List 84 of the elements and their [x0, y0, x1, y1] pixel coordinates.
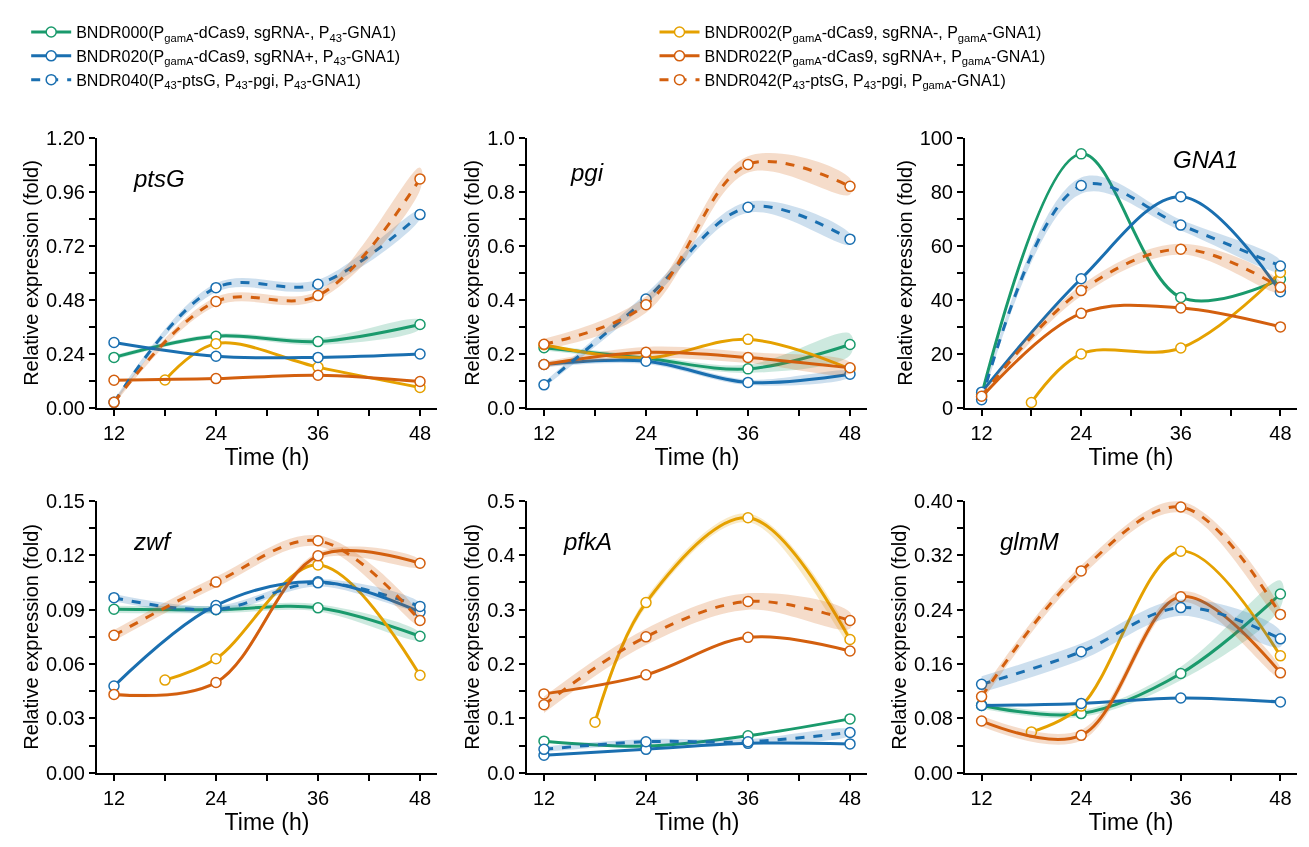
y-tick-label: 0.09: [46, 598, 85, 621]
y-tick-label: 0.2: [487, 343, 515, 366]
y-tick-label: 0.0: [487, 761, 515, 784]
y-tick-label: 0.72: [46, 234, 85, 257]
y-tick-label: 0.8: [487, 180, 515, 203]
y-tick-label: 0.16: [914, 652, 953, 675]
y-tick-label: 0.4: [487, 289, 515, 312]
x-tick-label: 12: [102, 422, 126, 445]
legend-label: BNDR042(P$_{43}$-ptsG, P$_{43}$-pgi, P$_{gamA}$-GNA1): [704, 71, 1006, 92]
y-tick-label: 0.00: [46, 761, 85, 784]
y-axis-title: Relative expression (fold): [461, 160, 484, 386]
y-tick-label: 0.32: [914, 544, 953, 567]
x-tick-label: 48: [1269, 786, 1292, 809]
y-axis-title: Relative expression (fold): [893, 160, 916, 386]
text: pgi: [570, 159, 604, 186]
x-tick-label: 48: [408, 786, 432, 809]
y-tick-label: 80: [930, 180, 953, 203]
x-tick-label: 12: [102, 786, 126, 809]
y-axis-title: Relative expression (fold): [888, 523, 911, 750]
x-tick-label: 12: [970, 786, 993, 809]
legend-label: BNDR020(P$_{gamA}$-dCas9, sgRNA+, P$_{43}$-GNA1): [76, 48, 401, 68]
legend-label: BNDR002(P$_{gamA}$-dCas9, sgRNA-, P$_{gamA}$-GNA1): [704, 24, 1042, 44]
y-tick-label: 0.24: [46, 343, 85, 366]
x-tick-label: 36: [736, 786, 760, 809]
y-tick-label: 0: [941, 397, 953, 420]
x-axis-title: Time (h): [654, 444, 740, 471]
y-tick-label: 0.2: [487, 652, 515, 675]
x-tick-label: 48: [408, 422, 432, 445]
y-tick-label: 0.24: [914, 598, 953, 621]
x-tick-label: 36: [1169, 422, 1192, 445]
y-tick-label: 0.06: [46, 652, 85, 675]
x-tick-label: 48: [838, 786, 862, 809]
y-tick-label: 40: [930, 289, 953, 312]
y-tick-label: 0.08: [914, 707, 953, 730]
y-tick-label: 0.03: [46, 707, 85, 730]
y-axis-title: Relative expression (fold): [461, 523, 484, 750]
text: glmM: [1000, 528, 1059, 555]
x-axis-title: Time (h): [224, 444, 310, 471]
x-tick-label: 36: [736, 422, 760, 445]
x-tick-label: 24: [634, 786, 658, 809]
y-tick-label: 0.0: [487, 397, 515, 420]
y-tick-label: 0.15: [46, 489, 85, 512]
chart-title: GNA1: [1173, 146, 1239, 173]
y-tick-label: 0.5: [487, 489, 515, 512]
text: zwf: [133, 528, 173, 555]
x-axis-title: Time (h): [1088, 808, 1174, 835]
text: pfkA: [563, 528, 613, 555]
y-tick-label: 0.1: [487, 707, 515, 730]
x-tick-label: 24: [634, 422, 658, 445]
x-tick-label: 48: [838, 422, 862, 445]
x-axis-title: Time (h): [654, 808, 740, 835]
y-tick-label: 0.12: [46, 544, 85, 567]
legend-label: BNDR040(P$_{43}$-ptsG, P$_{43}$-pgi, P$_{43}$-GNA1): [76, 71, 361, 92]
y-tick-label: 0.00: [46, 397, 85, 420]
y-tick-label: 0.6: [487, 234, 515, 257]
x-tick-label: 12: [532, 422, 556, 445]
y-tick-label: 0.3: [487, 598, 515, 621]
x-tick-label: 24: [1070, 786, 1093, 809]
y-axis-title: Relative expression (fold): [20, 523, 43, 750]
y-tick-label: 0.96: [46, 180, 85, 203]
x-tick-label: 12: [532, 786, 556, 809]
x-tick-label: 12: [970, 422, 993, 445]
x-tick-label: 36: [1169, 786, 1192, 809]
x-tick-label: 48: [1269, 422, 1292, 445]
text: ptsG: [133, 165, 185, 192]
y-tick-label: 0.40: [914, 489, 953, 512]
y-tick-label: 60: [930, 234, 953, 257]
y-tick-label: 1.20: [46, 126, 85, 149]
x-tick-label: 36: [306, 786, 330, 809]
y-tick-label: 1.0: [487, 126, 515, 149]
x-axis-title: Time (h): [224, 808, 310, 835]
x-tick-label: 24: [204, 422, 228, 445]
y-tick-label: 0.4: [487, 544, 515, 567]
y-tick-label: 20: [930, 343, 953, 366]
y-tick-label: 100: [919, 126, 953, 149]
x-tick-label: 24: [1070, 422, 1093, 445]
x-tick-label: 36: [306, 422, 330, 445]
legend-label: BNDR022(P$_{gamA}$-dCas9, sgRNA+, P$_{gamA}$-GNA1): [704, 48, 1046, 68]
y-tick-label: 0.00: [914, 761, 953, 784]
y-tick-label: 0.48: [46, 289, 85, 312]
legend-label: BNDR000(P$_{gamA}$-dCas9, sgRNA-, P$_{43}$-GNA1): [76, 24, 397, 44]
x-axis-title: Time (h): [1088, 444, 1174, 471]
y-axis-title: Relative expression (fold): [20, 160, 43, 386]
x-tick-label: 24: [204, 786, 228, 809]
